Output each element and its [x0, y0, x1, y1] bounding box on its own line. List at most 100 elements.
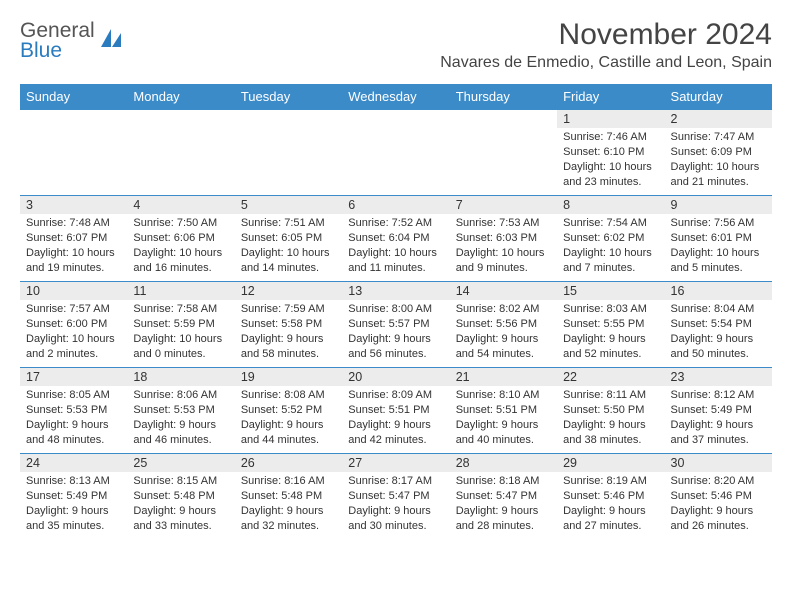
day-number: 18 [127, 368, 234, 386]
daylight-2: and 35 minutes. [26, 519, 121, 534]
daylight-1: Daylight: 9 hours [241, 418, 336, 433]
day-body: Sunrise: 8:18 AMSunset: 5:47 PMDaylight:… [450, 472, 557, 537]
sunset-text: Sunset: 5:56 PM [456, 317, 551, 332]
calendar-cell: 6Sunrise: 7:52 AMSunset: 6:04 PMDaylight… [342, 196, 449, 282]
sunrise-text: Sunrise: 7:57 AM [26, 302, 121, 317]
sunrise-text: Sunrise: 8:16 AM [241, 474, 336, 489]
daylight-2: and 0 minutes. [133, 347, 228, 362]
calendar-cell: 26Sunrise: 8:16 AMSunset: 5:48 PMDayligh… [235, 454, 342, 540]
day-number: 24 [20, 454, 127, 472]
day-number: 25 [127, 454, 234, 472]
weekday-header: Saturday [665, 84, 772, 110]
sunset-text: Sunset: 6:06 PM [133, 231, 228, 246]
sunrise-text: Sunrise: 8:05 AM [26, 388, 121, 403]
daylight-2: and 56 minutes. [348, 347, 443, 362]
calendar-cell: 8Sunrise: 7:54 AMSunset: 6:02 PMDaylight… [557, 196, 664, 282]
daylight-1: Daylight: 10 hours [241, 246, 336, 261]
calendar-cell-empty [235, 110, 342, 196]
daylight-1: Daylight: 9 hours [671, 418, 766, 433]
daylight-2: and 30 minutes. [348, 519, 443, 534]
day-body: Sunrise: 8:04 AMSunset: 5:54 PMDaylight:… [665, 300, 772, 365]
sunset-text: Sunset: 6:01 PM [671, 231, 766, 246]
sunset-text: Sunset: 6:02 PM [563, 231, 658, 246]
daylight-2: and 38 minutes. [563, 433, 658, 448]
daylight-2: and 14 minutes. [241, 261, 336, 276]
sunrise-text: Sunrise: 8:02 AM [456, 302, 551, 317]
calendar-cell: 9Sunrise: 7:56 AMSunset: 6:01 PMDaylight… [665, 196, 772, 282]
daylight-1: Daylight: 9 hours [456, 332, 551, 347]
calendar-cell: 2Sunrise: 7:47 AMSunset: 6:09 PMDaylight… [665, 110, 772, 196]
daylight-2: and 33 minutes. [133, 519, 228, 534]
sunrise-text: Sunrise: 7:58 AM [133, 302, 228, 317]
day-body: Sunrise: 7:48 AMSunset: 6:07 PMDaylight:… [20, 214, 127, 279]
day-number: 10 [20, 282, 127, 300]
calendar-row: 10Sunrise: 7:57 AMSunset: 6:00 PMDayligh… [20, 282, 772, 368]
day-body: Sunrise: 7:57 AMSunset: 6:00 PMDaylight:… [20, 300, 127, 365]
daylight-1: Daylight: 9 hours [241, 332, 336, 347]
day-number: 30 [665, 454, 772, 472]
sunrise-text: Sunrise: 8:00 AM [348, 302, 443, 317]
daylight-2: and 27 minutes. [563, 519, 658, 534]
calendar-cell-empty [20, 110, 127, 196]
day-number: 27 [342, 454, 449, 472]
daylight-2: and 26 minutes. [671, 519, 766, 534]
day-body: Sunrise: 7:46 AMSunset: 6:10 PMDaylight:… [557, 128, 664, 193]
day-number: 14 [450, 282, 557, 300]
calendar-cell-empty [450, 110, 557, 196]
calendar-cell: 11Sunrise: 7:58 AMSunset: 5:59 PMDayligh… [127, 282, 234, 368]
day-number: 28 [450, 454, 557, 472]
sunrise-text: Sunrise: 8:10 AM [456, 388, 551, 403]
calendar-cell: 25Sunrise: 8:15 AMSunset: 5:48 PMDayligh… [127, 454, 234, 540]
header: General Blue November 2024 Navares de En… [20, 18, 772, 72]
daylight-2: and 37 minutes. [671, 433, 766, 448]
sunrise-text: Sunrise: 8:18 AM [456, 474, 551, 489]
sunset-text: Sunset: 6:04 PM [348, 231, 443, 246]
day-number: 23 [665, 368, 772, 386]
day-body: Sunrise: 8:10 AMSunset: 5:51 PMDaylight:… [450, 386, 557, 451]
day-number: 1 [557, 110, 664, 128]
sunrise-text: Sunrise: 8:12 AM [671, 388, 766, 403]
daylight-2: and 44 minutes. [241, 433, 336, 448]
daylight-1: Daylight: 9 hours [348, 418, 443, 433]
day-body: Sunrise: 8:19 AMSunset: 5:46 PMDaylight:… [557, 472, 664, 537]
sunset-text: Sunset: 6:00 PM [26, 317, 121, 332]
sunrise-text: Sunrise: 8:15 AM [133, 474, 228, 489]
sunset-text: Sunset: 6:10 PM [563, 145, 658, 160]
sunset-text: Sunset: 5:53 PM [133, 403, 228, 418]
sunset-text: Sunset: 5:58 PM [241, 317, 336, 332]
daylight-1: Daylight: 9 hours [456, 504, 551, 519]
calendar-cell: 13Sunrise: 8:00 AMSunset: 5:57 PMDayligh… [342, 282, 449, 368]
sunset-text: Sunset: 6:05 PM [241, 231, 336, 246]
day-body: Sunrise: 7:54 AMSunset: 6:02 PMDaylight:… [557, 214, 664, 279]
daylight-1: Daylight: 9 hours [348, 504, 443, 519]
daylight-1: Daylight: 10 hours [133, 246, 228, 261]
calendar-cell: 4Sunrise: 7:50 AMSunset: 6:06 PMDaylight… [127, 196, 234, 282]
day-body: Sunrise: 8:11 AMSunset: 5:50 PMDaylight:… [557, 386, 664, 451]
day-body: Sunrise: 8:02 AMSunset: 5:56 PMDaylight:… [450, 300, 557, 365]
sunrise-text: Sunrise: 7:53 AM [456, 216, 551, 231]
sunset-text: Sunset: 5:54 PM [671, 317, 766, 332]
daylight-1: Daylight: 10 hours [671, 160, 766, 175]
sunrise-text: Sunrise: 7:47 AM [671, 130, 766, 145]
day-number: 17 [20, 368, 127, 386]
daylight-1: Daylight: 10 hours [348, 246, 443, 261]
daylight-1: Daylight: 9 hours [563, 332, 658, 347]
day-body: Sunrise: 7:56 AMSunset: 6:01 PMDaylight:… [665, 214, 772, 279]
sunrise-text: Sunrise: 7:54 AM [563, 216, 658, 231]
daylight-2: and 50 minutes. [671, 347, 766, 362]
day-number: 11 [127, 282, 234, 300]
weekday-header: Thursday [450, 84, 557, 110]
sunset-text: Sunset: 5:59 PM [133, 317, 228, 332]
calendar-cell: 28Sunrise: 8:18 AMSunset: 5:47 PMDayligh… [450, 454, 557, 540]
sunrise-text: Sunrise: 7:48 AM [26, 216, 121, 231]
daylight-2: and 2 minutes. [26, 347, 121, 362]
day-number: 16 [665, 282, 772, 300]
daylight-2: and 40 minutes. [456, 433, 551, 448]
day-body: Sunrise: 8:17 AMSunset: 5:47 PMDaylight:… [342, 472, 449, 537]
daylight-2: and 7 minutes. [563, 261, 658, 276]
day-number: 19 [235, 368, 342, 386]
day-body: Sunrise: 8:13 AMSunset: 5:49 PMDaylight:… [20, 472, 127, 537]
day-number: 9 [665, 196, 772, 214]
calendar-cell: 15Sunrise: 8:03 AMSunset: 5:55 PMDayligh… [557, 282, 664, 368]
sunrise-text: Sunrise: 8:03 AM [563, 302, 658, 317]
